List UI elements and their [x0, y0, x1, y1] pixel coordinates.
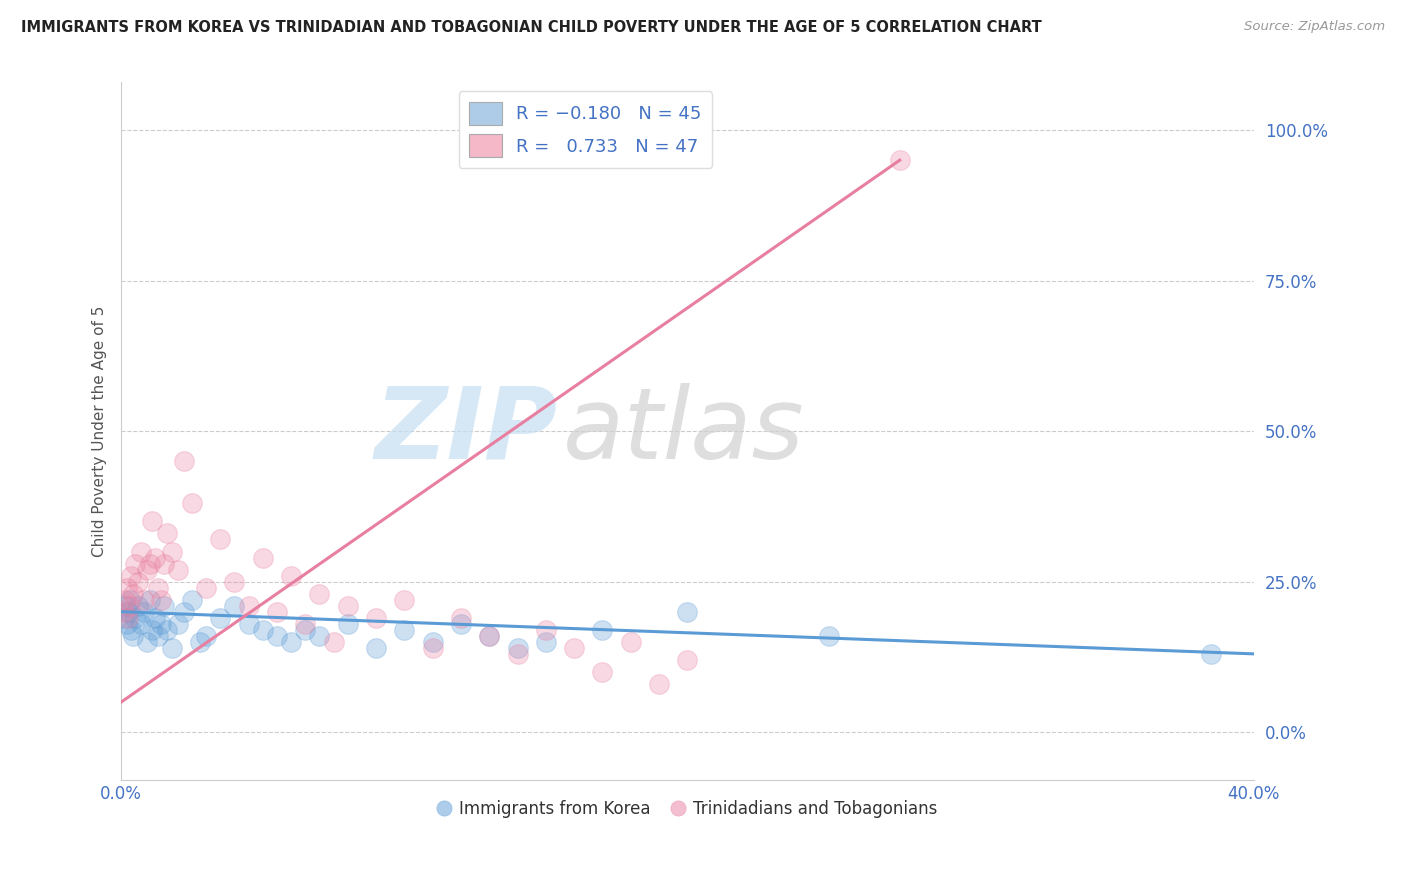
Point	[394, 623, 416, 637]
Point	[209, 533, 232, 547]
Point	[534, 623, 557, 637]
Point	[422, 640, 444, 655]
Point	[252, 550, 274, 565]
Point	[181, 496, 204, 510]
Point	[146, 629, 169, 643]
Text: IMMIGRANTS FROM KOREA VS TRINIDADIAN AND TOBAGONIAN CHILD POVERTY UNDER THE AGE : IMMIGRANTS FROM KOREA VS TRINIDADIAN AND…	[21, 20, 1042, 35]
Point	[620, 635, 643, 649]
Point	[121, 629, 143, 643]
Point	[195, 629, 218, 643]
Point	[120, 568, 142, 582]
Point	[135, 635, 157, 649]
Point	[120, 623, 142, 637]
Point	[117, 605, 139, 619]
Point	[143, 550, 166, 565]
Point	[676, 653, 699, 667]
Point	[266, 629, 288, 643]
Point	[308, 629, 330, 643]
Point	[112, 605, 135, 619]
Point	[266, 605, 288, 619]
Point	[478, 629, 501, 643]
Point	[152, 557, 174, 571]
Point	[450, 611, 472, 625]
Point	[280, 568, 302, 582]
Legend: Immigrants from Korea, Trinidadians and Tobagonians: Immigrants from Korea, Trinidadians and …	[432, 793, 943, 824]
Point	[676, 605, 699, 619]
Point	[160, 544, 183, 558]
Point	[166, 563, 188, 577]
Point	[818, 629, 841, 643]
Point	[127, 574, 149, 589]
Point	[889, 153, 911, 168]
Point	[422, 635, 444, 649]
Point	[129, 544, 152, 558]
Point	[190, 635, 212, 649]
Point	[118, 599, 141, 613]
Point	[160, 640, 183, 655]
Point	[181, 592, 204, 607]
Point	[115, 616, 138, 631]
Text: Source: ZipAtlas.com: Source: ZipAtlas.com	[1244, 20, 1385, 33]
Point	[238, 616, 260, 631]
Point	[562, 640, 585, 655]
Point	[143, 611, 166, 625]
Point	[224, 599, 246, 613]
Point	[149, 592, 172, 607]
Point	[506, 640, 529, 655]
Point	[114, 599, 136, 613]
Text: atlas: atlas	[562, 383, 804, 480]
Point	[132, 592, 155, 607]
Point	[450, 616, 472, 631]
Point	[322, 635, 344, 649]
Point	[209, 611, 232, 625]
Point	[173, 605, 195, 619]
Point	[152, 599, 174, 613]
Point	[506, 647, 529, 661]
Point	[336, 616, 359, 631]
Point	[252, 623, 274, 637]
Point	[138, 592, 160, 607]
Point	[166, 616, 188, 631]
Point	[294, 623, 316, 637]
Point	[112, 611, 135, 625]
Point	[534, 635, 557, 649]
Point	[155, 623, 177, 637]
Point	[121, 587, 143, 601]
Point	[155, 526, 177, 541]
Point	[115, 581, 138, 595]
Point	[478, 629, 501, 643]
Point	[146, 581, 169, 595]
Point	[364, 611, 387, 625]
Point	[294, 616, 316, 631]
Point	[238, 599, 260, 613]
Text: ZIP: ZIP	[374, 383, 557, 480]
Point	[280, 635, 302, 649]
Point	[141, 623, 163, 637]
Point	[149, 616, 172, 631]
Point	[124, 611, 146, 625]
Point	[592, 665, 614, 679]
Point	[132, 605, 155, 619]
Point	[336, 599, 359, 613]
Point	[141, 515, 163, 529]
Point	[114, 592, 136, 607]
Point	[195, 581, 218, 595]
Point	[135, 563, 157, 577]
Point	[224, 574, 246, 589]
Point	[117, 611, 139, 625]
Point	[364, 640, 387, 655]
Point	[127, 599, 149, 613]
Point	[173, 454, 195, 468]
Point	[592, 623, 614, 637]
Y-axis label: Child Poverty Under the Age of 5: Child Poverty Under the Age of 5	[93, 305, 107, 557]
Point	[308, 587, 330, 601]
Point	[124, 557, 146, 571]
Point	[648, 677, 671, 691]
Point	[1199, 647, 1222, 661]
Point	[129, 616, 152, 631]
Point	[394, 592, 416, 607]
Point	[118, 592, 141, 607]
Point	[138, 557, 160, 571]
